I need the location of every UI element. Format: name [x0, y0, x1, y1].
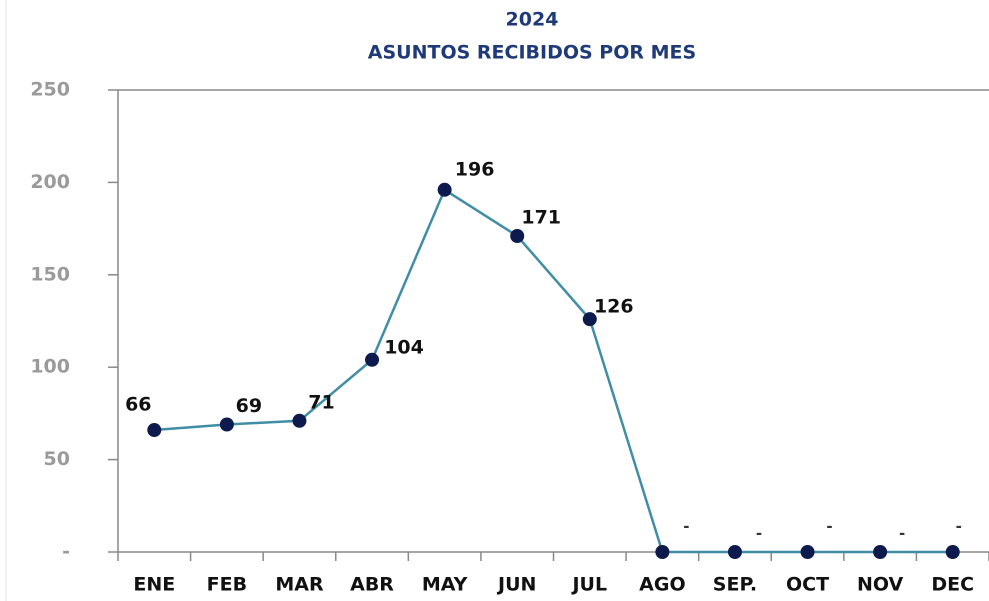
chart-title: 2024 [506, 9, 559, 31]
data-point [945, 545, 960, 559]
x-tick-label: MAY [422, 574, 468, 596]
data-point [510, 228, 525, 243]
data-label: 171 [521, 206, 561, 228]
data-label: - [956, 518, 962, 536]
data-point [292, 413, 307, 428]
data-point [437, 182, 452, 197]
y-tick-label: 50 [44, 448, 70, 470]
data-label: 69 [236, 395, 262, 417]
y-tick-label: 100 [30, 356, 70, 378]
data-point [582, 312, 597, 327]
data-point [655, 545, 670, 559]
data-label: 126 [594, 296, 634, 318]
data-label: - [756, 525, 762, 543]
x-tick-label: ENE [133, 574, 175, 596]
series-line [154, 187, 953, 554]
x-tick-label: NOV [857, 574, 904, 596]
data-label: 196 [455, 158, 495, 180]
data-label: 66 [125, 394, 151, 416]
x-tick-label: SEP. [713, 574, 757, 596]
data-label: - [683, 518, 689, 536]
data-point [147, 423, 162, 438]
x-tick-label: AGO [639, 574, 685, 596]
x-tick-label: JUN [496, 574, 536, 596]
x-tick-label: MAR [275, 574, 324, 596]
data-point [219, 417, 234, 432]
x-tick-label: JUL [570, 574, 607, 596]
data-label: 71 [308, 391, 334, 413]
x-tick-label: DEC [931, 574, 974, 596]
x-tick-label: ABR [350, 574, 394, 596]
y-tick-label: 150 [30, 263, 70, 285]
data-label: - [826, 518, 832, 536]
chart-subtitle: ASUNTOS RECIBIDOS POR MES [368, 42, 696, 64]
data-point [800, 545, 815, 559]
data-point [365, 352, 380, 367]
data-label: 104 [384, 336, 424, 358]
x-tick-label: OCT [786, 574, 829, 596]
y-tick-label: 250 [30, 79, 70, 101]
data-point [873, 545, 888, 559]
x-tick-label: FEB [207, 574, 247, 596]
data-label: - [899, 525, 905, 543]
y-tick-label: 200 [30, 171, 70, 193]
data-point [727, 545, 742, 559]
y-tick-label: - [62, 541, 70, 563]
